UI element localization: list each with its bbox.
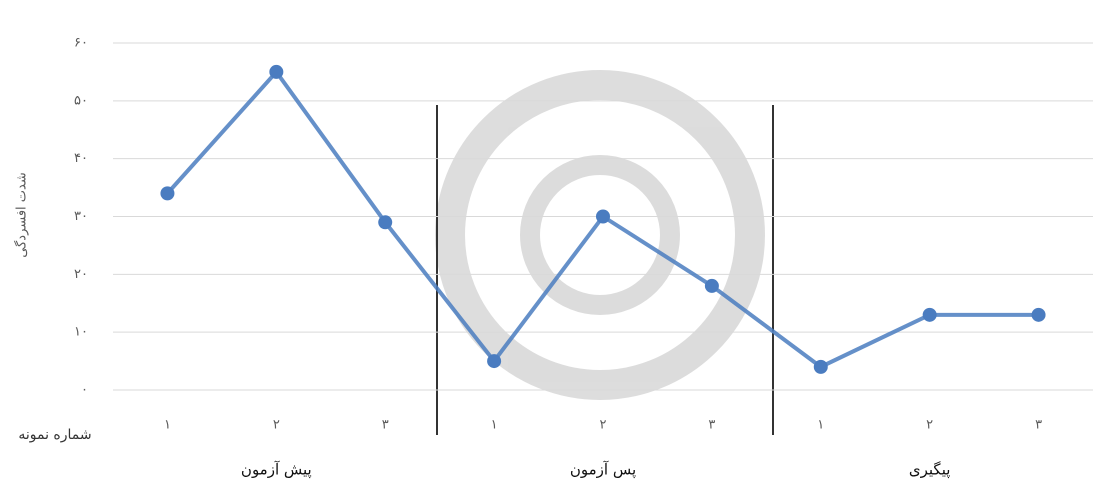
y-tick-label: ۰ xyxy=(81,383,88,398)
group-label: پیگیری xyxy=(909,461,951,480)
x-tick-label: ۲ xyxy=(926,418,933,433)
y-tick-label: ۱۰ xyxy=(74,325,88,340)
x-tick-label: ۲ xyxy=(273,418,280,433)
x-tick-label: ۳ xyxy=(382,418,389,433)
group-label: پیش آزمون xyxy=(241,461,312,480)
x-tick-label: ۱ xyxy=(164,418,171,433)
y-tick-label: ۵۰ xyxy=(74,93,88,108)
x-tick-label: ۲ xyxy=(600,418,607,433)
group-label: پس آزمون xyxy=(570,461,636,480)
x-tick-label: ۱ xyxy=(817,418,824,433)
y-tick-label: ۲۰ xyxy=(74,267,88,282)
x-tick-label: ۳ xyxy=(1035,418,1042,433)
data-point xyxy=(704,278,719,293)
x-tick-label: ۳ xyxy=(708,418,715,433)
y-tick-label: ۶۰ xyxy=(74,36,88,51)
x-axis-title: شماره نمونه xyxy=(18,427,91,443)
data-point xyxy=(378,215,393,230)
y-tick-label: ۳۰ xyxy=(74,209,88,224)
data-point xyxy=(269,64,284,79)
data-point xyxy=(922,307,937,322)
data-point xyxy=(160,186,175,201)
x-tick-label: ۱ xyxy=(491,418,498,433)
data-point xyxy=(813,359,828,374)
watermark xyxy=(435,70,765,400)
data-point xyxy=(1031,307,1046,322)
data-point xyxy=(596,209,610,224)
data-point xyxy=(487,354,502,369)
y-axis-title: شدت افسردگی xyxy=(14,172,30,258)
y-tick-label: ۴۰ xyxy=(74,151,88,166)
